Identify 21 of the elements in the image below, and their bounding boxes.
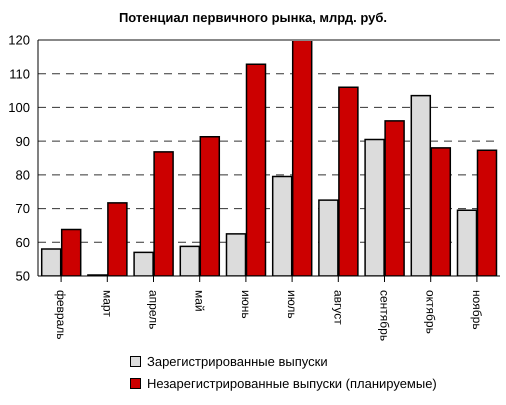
y-tick-label: 80 — [16, 167, 30, 182]
y-tick-label: 60 — [16, 234, 30, 250]
x-tick-label: июль — [285, 290, 300, 319]
y-tick-label: 90 — [16, 134, 30, 149]
x-tick-label: август — [331, 290, 346, 326]
legend-label: Незарегистрированные выпуски (планируемые) — [146, 374, 438, 393]
x-tick-label: ноябрь — [470, 290, 484, 330]
y-tick-label: 120 — [8, 32, 30, 48]
legend-label: Зарегистрированные выпуски — [146, 352, 329, 371]
x-tick-label: сентябрь — [378, 290, 392, 342]
y-tick-label: 110 — [9, 66, 30, 82]
y-tick-label: 50 — [16, 268, 30, 284]
x-tick-label: февраль — [54, 290, 68, 340]
y-tick-label: 100 — [8, 100, 30, 116]
x-tick-label: июнь — [238, 290, 253, 319]
chart-title: Потенциал первичного рынка, млрд. руб. — [118, 9, 388, 27]
x-tick-label: октябрь — [424, 290, 438, 334]
x-tick-label: май — [192, 290, 207, 312]
x-tick-label: апрель — [146, 290, 160, 330]
y-tick-label: 70 — [16, 201, 30, 216]
x-tick-label: март — [100, 290, 114, 318]
